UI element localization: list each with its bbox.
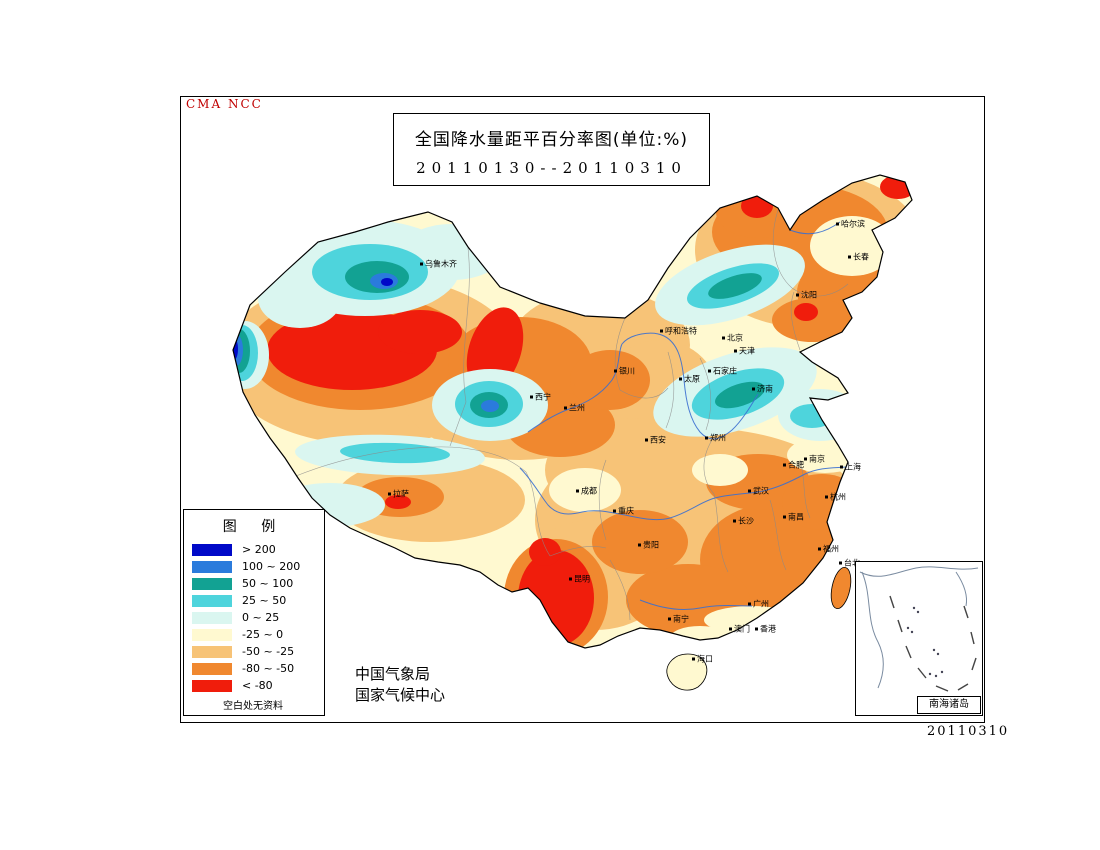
- map-period: 20110130--20110310: [416, 159, 687, 177]
- legend-label: 0 ~ 25: [242, 611, 280, 624]
- legend-row: -80 ~ -50: [192, 661, 324, 676]
- legend-row: -50 ~ -25: [192, 644, 324, 659]
- legend-swatch: [192, 560, 232, 573]
- inset-label: 南海诸岛: [917, 696, 981, 714]
- producer-line2: 国家气候中心: [355, 686, 446, 704]
- legend-title: 图 例: [222, 519, 286, 535]
- province-borders: [295, 209, 849, 621]
- legend-row: 0 ~ 25: [192, 610, 324, 625]
- legend-swatch: [192, 611, 232, 624]
- legend-swatch: [192, 679, 232, 692]
- contour-red: [267, 175, 912, 646]
- legend-box: 图 例 > 200 100 ~ 200 50 ~ 100 25 ~ 50 0 ~…: [183, 509, 325, 716]
- legend-label: 50 ~ 100: [242, 577, 294, 590]
- legend-label: > 200: [242, 543, 276, 556]
- legend-label: -25 ~ 0: [242, 628, 284, 641]
- legend-label: -50 ~ -25: [242, 645, 295, 658]
- nine-dash-line: [889, 595, 977, 692]
- map-title: 全国降水量距平百分率图(单位:%): [414, 130, 689, 150]
- legend-row: 25 ~ 50: [192, 593, 324, 608]
- legend-label: 25 ~ 50: [242, 594, 287, 607]
- producer-block: 中国气象局 国家气候中心: [355, 664, 445, 706]
- legend-row: 50 ~ 100: [192, 576, 324, 591]
- legend-swatch: [192, 628, 232, 641]
- legend-row: > 200: [192, 542, 324, 557]
- legend-row: -25 ~ 0: [192, 627, 324, 642]
- date-stamp: 20110310: [927, 724, 1010, 739]
- taiwan-island: [830, 566, 852, 610]
- legend-row: 100 ~ 200: [192, 559, 324, 574]
- inset-map: [859, 566, 979, 692]
- legend-row: < -80: [192, 678, 324, 693]
- agency-watermark: CMA NCC: [186, 97, 263, 111]
- legend-swatch: [192, 662, 232, 675]
- legend-label: < -80: [242, 679, 273, 692]
- hainan-island: [666, 653, 708, 691]
- legend-footnote: 空白处无资料: [223, 701, 283, 712]
- legend-swatch: [192, 645, 232, 658]
- legend-swatch: [192, 594, 232, 607]
- legend-swatch: [192, 577, 232, 590]
- legend-swatch: [192, 543, 232, 556]
- legend-label: -80 ~ -50: [242, 662, 295, 675]
- producer-line1: 中国气象局: [355, 665, 431, 683]
- island-dots: [906, 606, 944, 678]
- china-outline: [232, 174, 913, 649]
- title-box: 全国降水量距平百分率图(单位:%) 20110130--20110310: [393, 113, 710, 186]
- south-china-sea-inset: 南海诸岛: [855, 561, 983, 716]
- legend-label: 100 ~ 200: [242, 560, 301, 573]
